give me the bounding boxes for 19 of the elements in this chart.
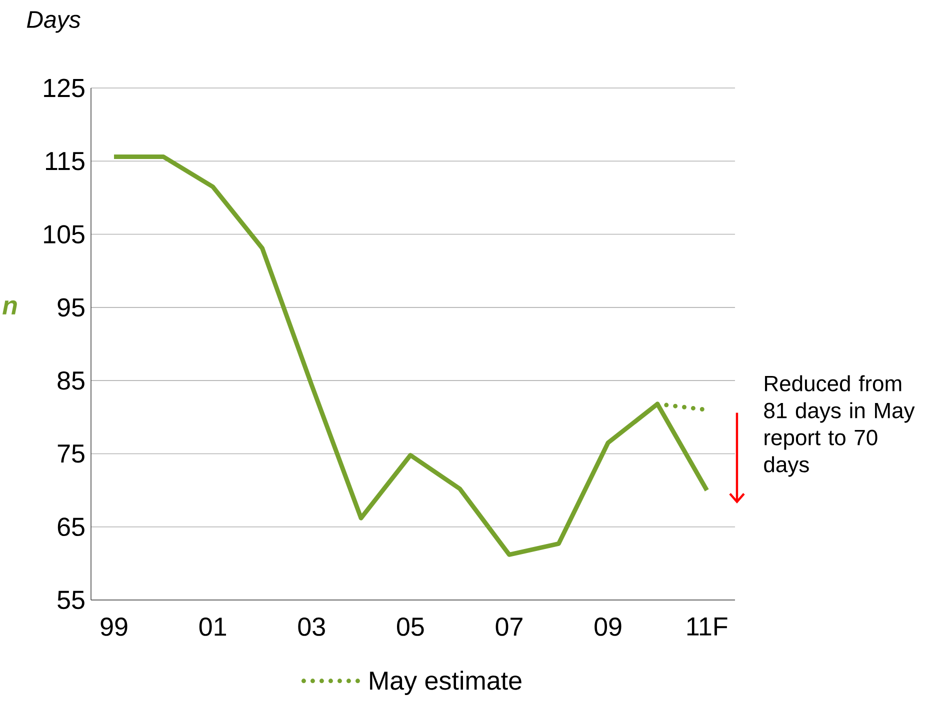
y-axis-title: Days <box>26 11 80 33</box>
y-tick-label: 65 <box>58 518 84 536</box>
y-tick-label: 125 <box>44 78 84 98</box>
y-tick-label: 75 <box>58 444 84 463</box>
y-tick-label: 95 <box>58 298 84 317</box>
text: n <box>2 300 17 314</box>
x-tick-label: 11F <box>687 618 728 636</box>
y-tick-label: 85 <box>58 371 84 390</box>
x-tick-label: 05 <box>396 618 424 636</box>
x-tick-label: 03 <box>298 618 325 636</box>
y-tick-label: 105 <box>44 225 84 244</box>
legend-label: May estimate <box>370 670 522 695</box>
y-tick-label: 115 <box>46 152 84 170</box>
y-tick-label: 55 <box>58 590 84 610</box>
text: Reduced from 81 days in May report to 70 days <box>764 375 915 477</box>
x-tick-label: 07 <box>496 618 522 636</box>
x-tick-label: 99 <box>100 618 128 636</box>
x-tick-label: 09 <box>594 618 622 636</box>
x-tick-label: 01 <box>199 618 226 636</box>
